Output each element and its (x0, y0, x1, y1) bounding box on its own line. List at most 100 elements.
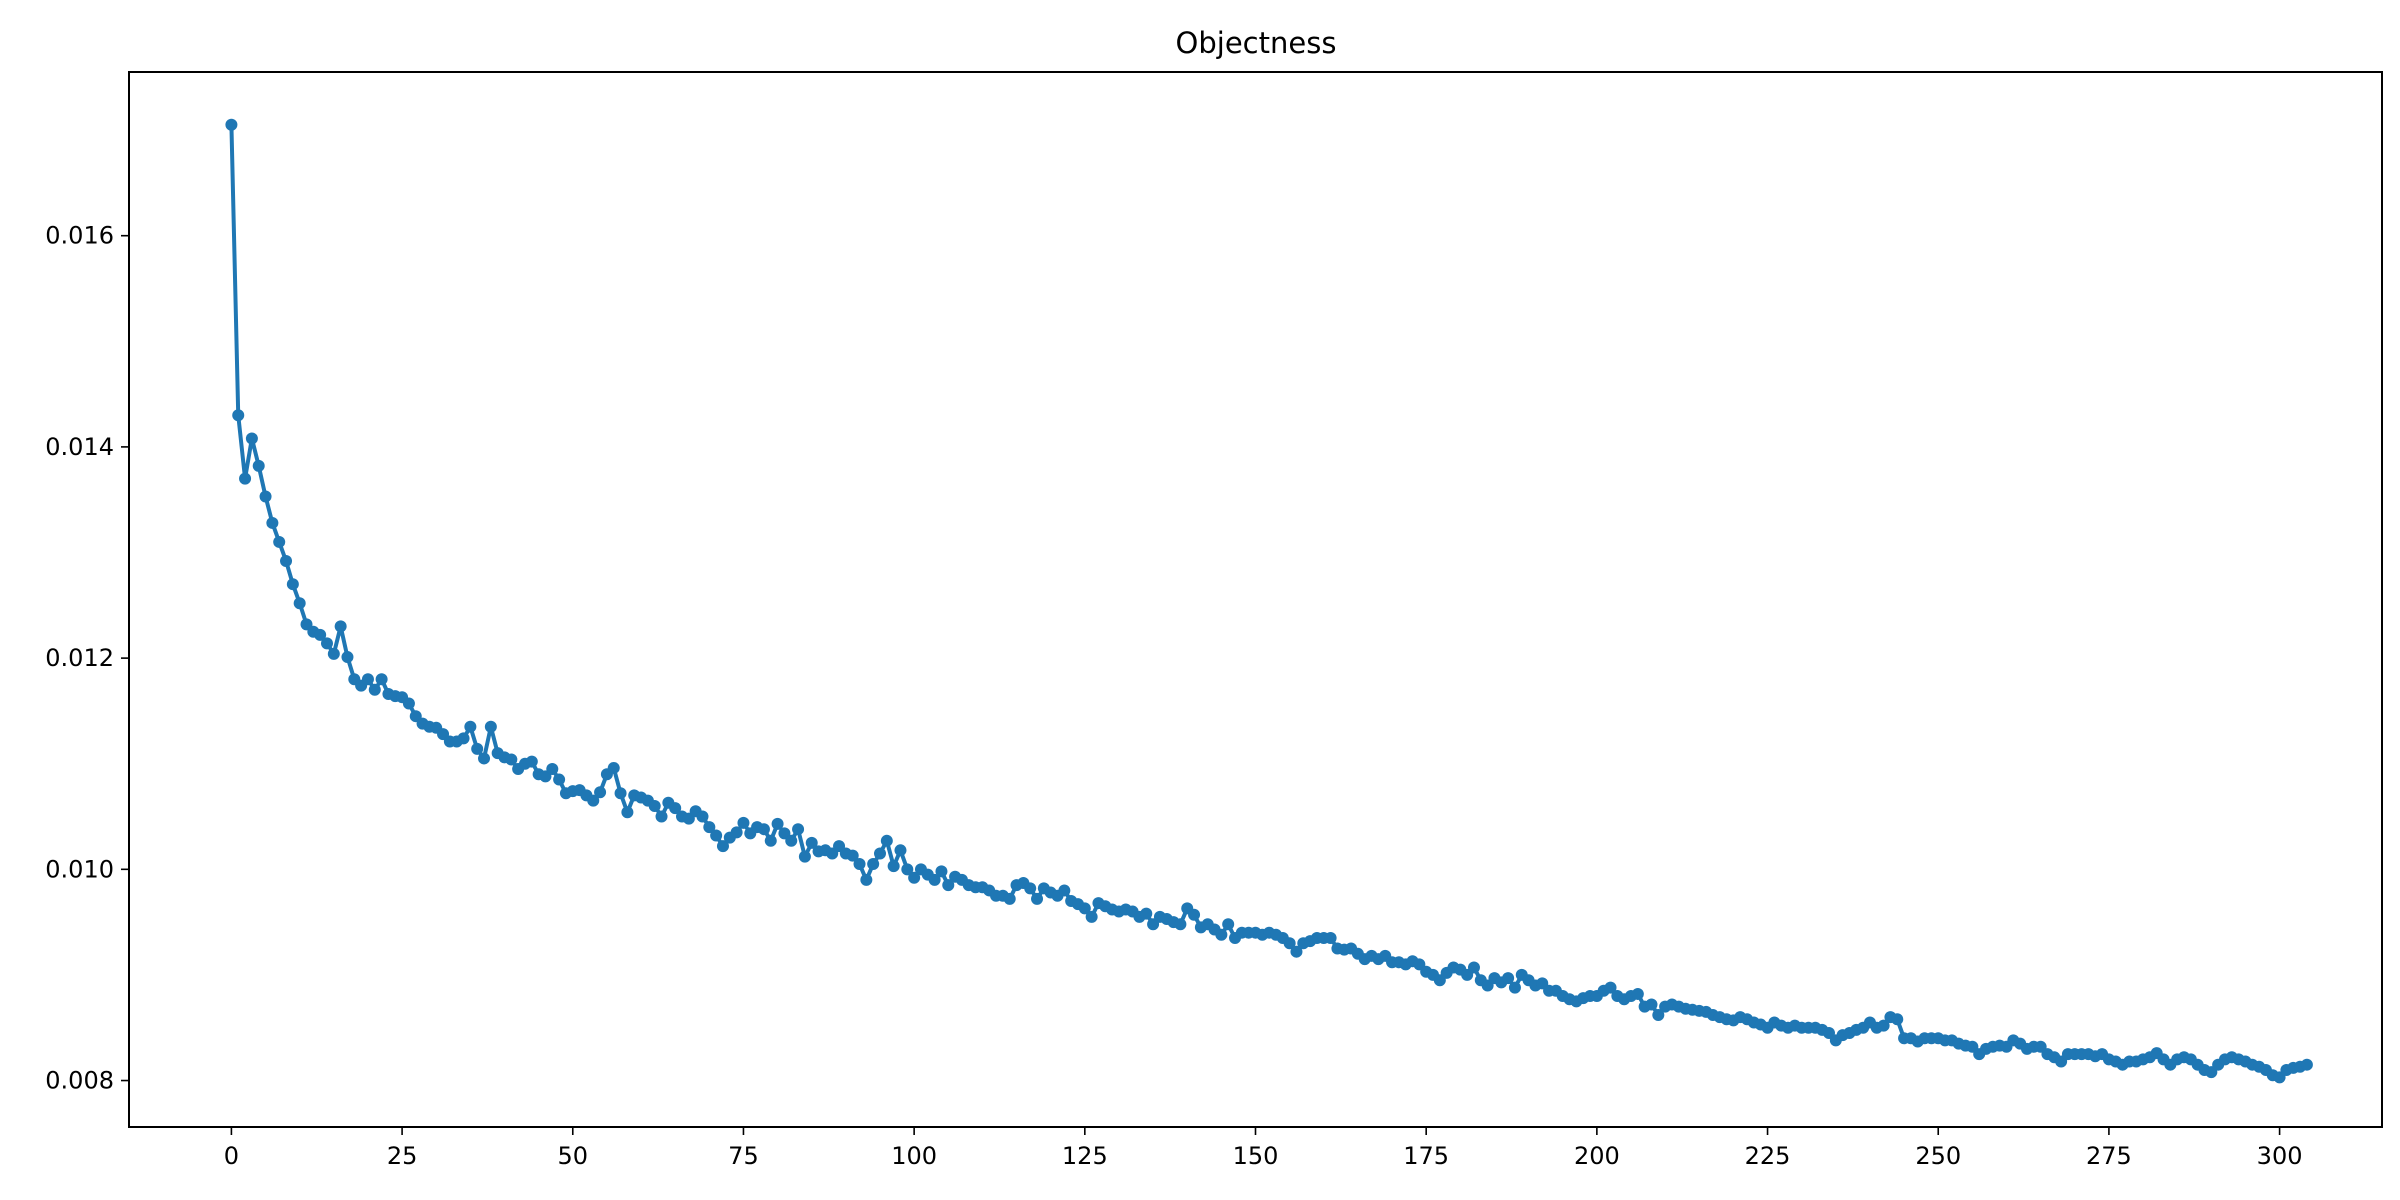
data-point (942, 879, 955, 892)
data-point (853, 858, 866, 871)
data-point (874, 847, 886, 860)
data-point (368, 683, 381, 696)
data-point (525, 755, 538, 768)
data-point (894, 844, 907, 857)
x-tick-label: 225 (1745, 1142, 1791, 1170)
data-point (860, 873, 873, 886)
data-point (771, 817, 784, 830)
data-point (1645, 998, 1658, 1011)
x-axis: 0 25 50 75 100 125 150 175 200 225 250 275 300 (224, 1127, 2303, 1170)
data-point (266, 516, 279, 529)
data-point (867, 858, 880, 871)
data-point (1031, 892, 1044, 905)
data-point (402, 697, 415, 710)
data-point (327, 647, 340, 660)
x-tick-label: 200 (1574, 1142, 1620, 1170)
data-point (1188, 908, 1201, 921)
data-point (764, 834, 777, 847)
x-tick-label: 125 (1062, 1142, 1108, 1170)
data-point (1058, 884, 1071, 897)
data-point (594, 786, 607, 799)
x-tick-label: 100 (891, 1142, 937, 1170)
data-point (1652, 1009, 1665, 1022)
data-point (1604, 981, 1617, 994)
data-point (846, 849, 859, 862)
x-tick-label: 300 (2257, 1142, 2303, 1170)
data-point (553, 773, 566, 786)
data-point (457, 732, 470, 745)
data-point (1003, 892, 1016, 905)
x-tick-label: 175 (1403, 1142, 1449, 1170)
data-point (1024, 882, 1037, 895)
x-tick-label: 0 (224, 1142, 239, 1170)
data-point (785, 834, 798, 847)
x-tick-label: 150 (1233, 1142, 1279, 1170)
data-point (621, 806, 634, 819)
data-point (2300, 1058, 2313, 1071)
data-point (1502, 972, 1515, 985)
data-point (1290, 945, 1303, 958)
data-point (280, 554, 293, 567)
data-point (737, 816, 750, 829)
data-point (587, 794, 600, 807)
data-point (935, 865, 948, 878)
data-point (880, 834, 893, 847)
chart-title: Objectness (1176, 26, 1337, 60)
data-point (1078, 902, 1091, 915)
data-point (232, 409, 245, 422)
data-point (1140, 907, 1153, 920)
data-point (1877, 1019, 1890, 1032)
data-point (696, 810, 709, 823)
data-point (614, 787, 627, 800)
data-point (1467, 961, 1480, 974)
data-point (1215, 928, 1228, 941)
data-point (792, 823, 805, 836)
data-point (1222, 918, 1235, 931)
data-point (648, 799, 661, 812)
data-point (1508, 981, 1521, 994)
data-point (757, 823, 770, 836)
x-tick-label: 250 (1915, 1142, 1961, 1170)
data-point (730, 826, 743, 839)
x-tick-label: 275 (2086, 1142, 2132, 1170)
data-point (239, 472, 252, 485)
data-point (471, 742, 484, 755)
data-point (1631, 987, 1644, 1000)
data-point (273, 535, 286, 548)
data-point (341, 651, 354, 664)
data-point (1283, 937, 1296, 950)
data-point (928, 873, 941, 886)
data-point (293, 597, 306, 610)
y-tick-label: 0.016 (45, 222, 114, 250)
data-point (252, 459, 265, 472)
y-tick-label: 0.014 (45, 433, 114, 461)
data-point (669, 802, 682, 815)
data-point (1891, 1013, 1904, 1026)
data-point (1085, 910, 1098, 923)
y-tick-label: 0.012 (45, 644, 114, 672)
y-axis: 0.008 0.010 0.012 0.014 0.016 (45, 222, 129, 1095)
data-point (259, 490, 272, 503)
data-point (286, 578, 299, 591)
data-point (887, 860, 900, 873)
data-point (505, 753, 518, 766)
data-point (901, 863, 914, 876)
data-point (375, 673, 388, 686)
x-tick-label: 75 (728, 1142, 759, 1170)
data-point (1174, 918, 1187, 931)
data-point (478, 752, 491, 765)
x-tick-label: 25 (387, 1142, 418, 1170)
data-point (314, 628, 327, 641)
data-point (245, 432, 258, 445)
data-point (710, 829, 723, 842)
data-point (334, 620, 347, 633)
axes-frame (128, 71, 2383, 1128)
plot-area (225, 118, 2313, 1084)
data-point (655, 810, 668, 823)
data-point (225, 118, 238, 131)
data-point (703, 821, 716, 834)
y-tick-label: 0.008 (45, 1067, 114, 1095)
data-point (484, 720, 497, 733)
